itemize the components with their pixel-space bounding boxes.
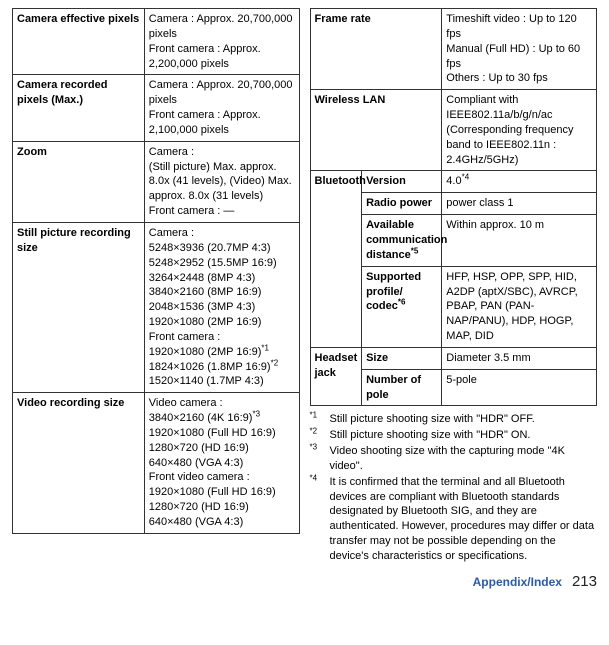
left-column: Camera effective pixelsCamera : Approx. … [12,8,300,534]
right-spec-table: Frame rate Timeshift video : Up to 120 f… [310,8,598,406]
table-row: Video recording sizeVideo camera :3840×2… [13,393,300,534]
row-value: Camera :5248×3936 (20.7MP 4:3)5248×2952 … [144,222,299,392]
sub-header: Supported profile/ codec*6 [362,266,442,347]
row-header: Zoom [13,141,145,222]
row-value: Video camera :3840×2160 (4K 16:9)*31920×… [144,393,299,534]
row-header: Frame rate [310,9,442,90]
footnote-text: Still picture shooting size with "HDR" O… [330,428,598,443]
table-row: Wireless LAN Compliant with IEEE802.11a/… [310,90,597,171]
footer-page-number: 213 [572,573,597,590]
row-header: Camera recorded pixels (Max.) [13,75,145,141]
row-value: Timeshift video : Up to 120 fpsManual (F… [442,9,597,90]
sub-header: Available communication distance*5 [362,215,442,267]
footnote-text: It is confirmed that the terminal and al… [330,475,598,564]
row-value: Compliant with IEEE802.11a/b/g/n/ac (Cor… [442,90,597,171]
footnote-mark: *3 [310,444,330,474]
left-spec-table: Camera effective pixelsCamera : Approx. … [12,8,300,534]
footer-section-title: Appendix/Index [473,575,562,589]
row-value: Camera : Approx. 20,700,000 pixelsFront … [144,75,299,141]
row-header: Wireless LAN [310,90,442,171]
row-value: 4.0*4 [442,171,597,193]
sub-header: Number of pole [362,369,442,406]
footnote: *1Still picture shooting size with "HDR"… [310,412,598,427]
sub-header: Version [362,171,442,193]
table-row: Still picture recording sizeCamera :5248… [13,222,300,392]
footnote-text: Still picture shooting size with "HDR" O… [330,412,598,427]
footnote-mark: *4 [310,475,330,564]
row-value: power class 1 [442,193,597,215]
right-column: Frame rate Timeshift video : Up to 120 f… [310,8,598,565]
table-row: Headset jack Size Diameter 3.5 mm [310,347,597,369]
table-row: Camera effective pixelsCamera : Approx. … [13,9,300,75]
footnote-mark: *1 [310,412,330,427]
table-row: Camera recorded pixels (Max.)Camera : Ap… [13,75,300,141]
row-value: Camera :(Still picture) Max. approx. 8.0… [144,141,299,222]
row-value: Diameter 3.5 mm [442,347,597,369]
row-value: 5-pole [442,369,597,406]
row-value: HFP, HSP, OPP, SPP, HID, A2DP (aptX/SBC)… [442,266,597,347]
row-value: Camera : Approx. 20,700,000 pixelsFront … [144,9,299,75]
table-row: Frame rate Timeshift video : Up to 120 f… [310,9,597,90]
footnote: *2Still picture shooting size with "HDR"… [310,428,598,443]
table-row: Bluetooth Version 4.0*4 [310,171,597,193]
page-footer: Appendix/Index 213 [12,573,597,590]
row-header: Video recording size [13,393,145,534]
row-header: Camera effective pixels [13,9,145,75]
row-value: Within approx. 10 m [442,215,597,267]
footnotes: *1Still picture shooting size with "HDR"… [310,412,598,563]
sub-header: Size [362,347,442,369]
row-header: Headset jack [310,347,362,406]
table-row: ZoomCamera :(Still picture) Max. approx.… [13,141,300,222]
row-header: Bluetooth [310,171,362,347]
footnote: *4It is confirmed that the terminal and … [310,475,598,564]
footnote-text: Video shooting size with the capturing m… [330,444,598,474]
sub-header: Radio power [362,193,442,215]
footnote: *3Video shooting size with the capturing… [310,444,598,474]
footnote-mark: *2 [310,428,330,443]
row-header: Still picture recording size [13,222,145,392]
